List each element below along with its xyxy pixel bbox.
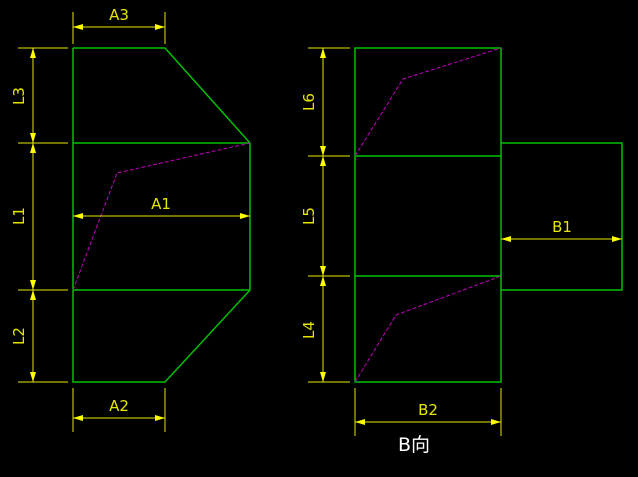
- label-L2: L2: [10, 327, 28, 345]
- front-view: [72, 47, 251, 383]
- side-outline: [354, 47, 502, 383]
- label-B2: B2: [418, 401, 438, 419]
- label-L3: L3: [10, 87, 28, 105]
- side-view: [354, 47, 623, 383]
- front-outline: [72, 47, 251, 383]
- label-L1: L1: [10, 207, 28, 225]
- view-caption: B向: [398, 434, 430, 456]
- label-A1: A1: [151, 195, 171, 213]
- label-A3: A3: [109, 6, 129, 24]
- label-B1: B1: [552, 218, 572, 236]
- side-bend-line-lower: [354, 275, 502, 383]
- label-L4: L4: [300, 321, 318, 339]
- label-L6: L6: [300, 93, 318, 111]
- label-L5: L5: [300, 207, 318, 225]
- front-dimensions: [18, 12, 250, 432]
- side-bend-line-upper: [354, 47, 502, 157]
- side-dimensions: [308, 47, 622, 436]
- side-flange: [501, 142, 623, 291]
- label-A2: A2: [109, 397, 129, 415]
